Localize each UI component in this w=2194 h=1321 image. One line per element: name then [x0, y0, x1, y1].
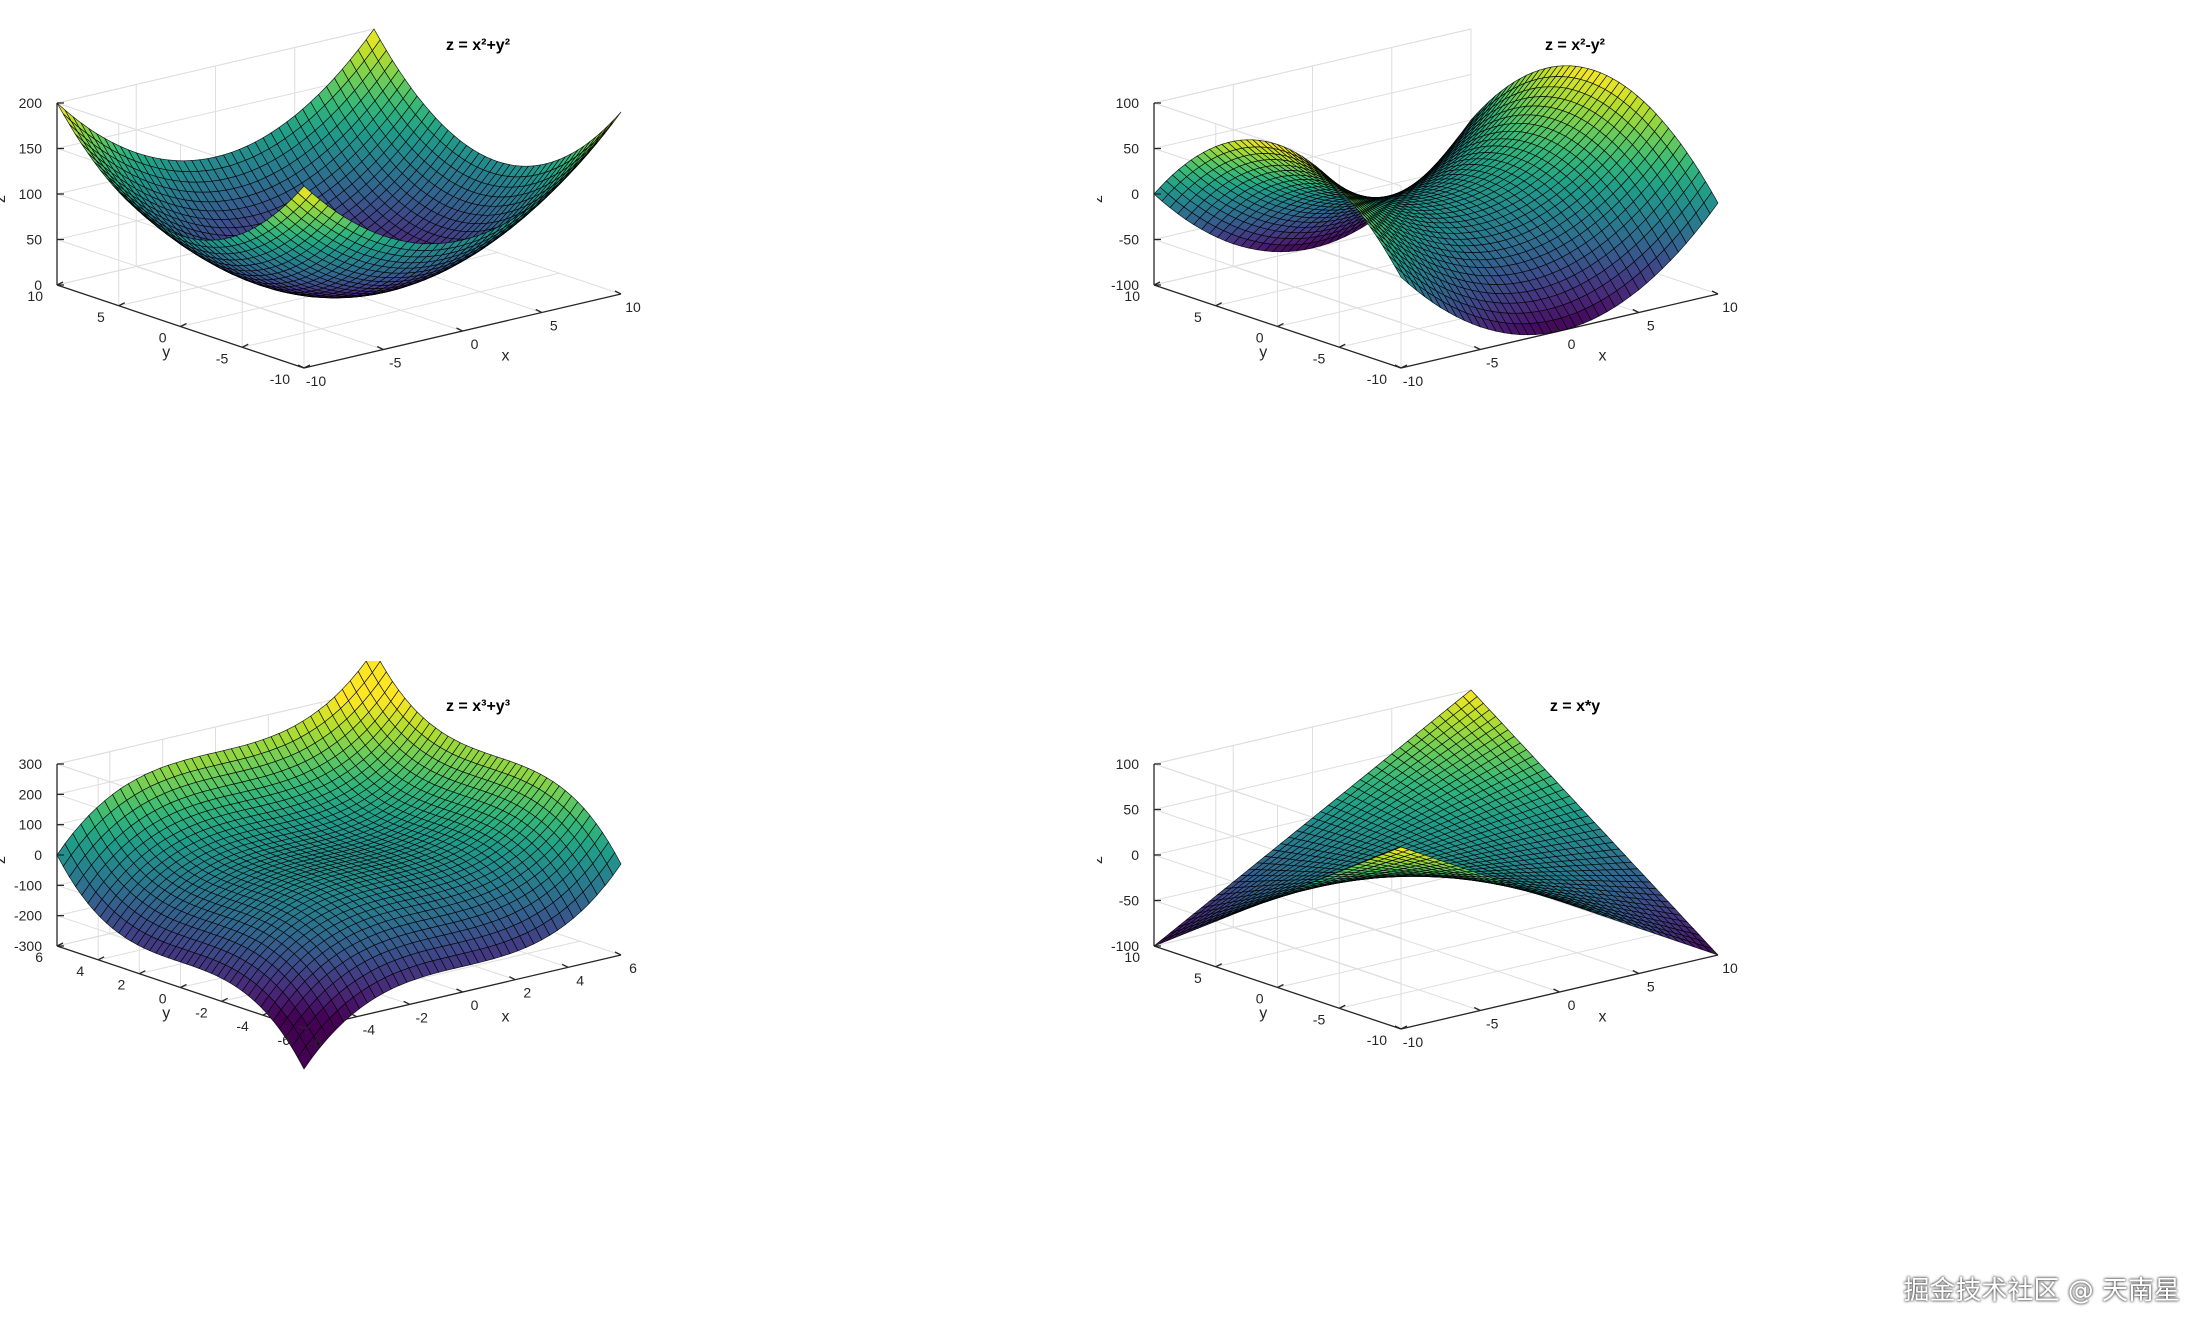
y-tick-mark	[303, 364, 311, 369]
x-tick-label: 0	[1568, 336, 1576, 352]
y-tick-label: 5	[1194, 309, 1202, 325]
x-tick-mark	[456, 327, 463, 332]
y-tick-mark	[1400, 364, 1408, 369]
y-tick-mark	[1215, 302, 1223, 307]
x-tick-mark	[1553, 327, 1560, 332]
x-tick-mark	[1394, 364, 1402, 369]
y-tick-label: 0	[159, 330, 167, 346]
z-tick-label: 150	[19, 141, 43, 157]
x-tick-label: -5	[389, 355, 402, 371]
z-tick-label: 100	[19, 186, 43, 202]
grid-line	[56, 28, 375, 104]
y-tick-label: -5	[1313, 350, 1326, 366]
x-tick-label: 0	[471, 336, 479, 352]
x-axis-label: x	[1599, 348, 1607, 365]
surface-plot-x3-plus-y3: -6-4-20246-6-4-20246-300-200-10001002003…	[0, 661, 637, 1070]
x-tick-mark	[614, 290, 622, 295]
grid-line	[56, 689, 375, 765]
y-tick-mark	[1338, 343, 1346, 348]
y-tick-label: 0	[1256, 330, 1264, 346]
z-tick-label: -50	[1119, 232, 1139, 248]
grid-line	[1153, 239, 1402, 323]
plot-title: z = x²+y²	[446, 37, 510, 54]
y-tick-label: -10	[1367, 371, 1387, 387]
surface	[56, 661, 622, 1070]
grid-line	[242, 272, 560, 348]
y-tick-mark	[1277, 322, 1284, 328]
x-tick-label: -5	[1486, 355, 1499, 371]
surface	[1153, 65, 1719, 336]
x-tick-label: 5	[1647, 318, 1655, 334]
z-tick-label: -100	[1111, 277, 1139, 293]
y-tick-label: 10	[27, 288, 43, 304]
x-tick-mark	[297, 364, 305, 369]
x-tick-mark	[1632, 308, 1640, 314]
z-tick-label: 200	[19, 95, 43, 111]
z-tick-label: 100	[1116, 95, 1140, 111]
y-tick-label: 10	[1124, 288, 1140, 304]
y-tick-mark	[241, 343, 249, 348]
grid-line	[1153, 74, 1472, 149]
y-axis-label: y	[1259, 344, 1267, 361]
surface-cell	[1394, 265, 1410, 285]
x-tick-label: 10	[1722, 299, 1738, 315]
grid-line	[1153, 28, 1472, 104]
x-tick-label: -10	[306, 373, 326, 389]
z-tick-label: 50	[26, 232, 42, 248]
x-tick-label: 5	[550, 318, 558, 334]
x-tick-mark	[535, 308, 543, 314]
x-tick-label: 10	[625, 299, 641, 315]
surface-cell	[297, 185, 313, 201]
y-tick-label: -10	[270, 371, 290, 387]
x-axis-label: x	[502, 348, 510, 365]
grid-line	[56, 239, 305, 323]
grid-line	[56, 74, 375, 149]
y-tick-mark	[180, 322, 187, 328]
z-axis-label: z	[0, 195, 9, 203]
z-tick-label: 0	[34, 277, 42, 293]
y-tick-label: 5	[97, 309, 105, 325]
z-tick-label: 0	[1131, 186, 1139, 202]
x-tick-mark	[1711, 290, 1719, 295]
y-tick-label: -5	[216, 350, 229, 366]
z-tick-label: 50	[1123, 141, 1139, 157]
plot-title: z = x²-y²	[1545, 37, 1605, 54]
z-axis-label: z	[1097, 195, 1106, 203]
x-tick-mark	[1473, 345, 1481, 351]
x-tick-label: -10	[1403, 373, 1423, 389]
x-tick-mark	[376, 345, 384, 351]
y-axis-label: y	[162, 344, 170, 361]
surface	[56, 28, 622, 299]
subplot-3: -6 -4 -2 0 2 4 6 -6 -4 -2 0 2 4 6 -300 -200 -100 0 100 200 3…	[0, 661, 1097, 1321]
y-tick-mark	[118, 302, 126, 307]
